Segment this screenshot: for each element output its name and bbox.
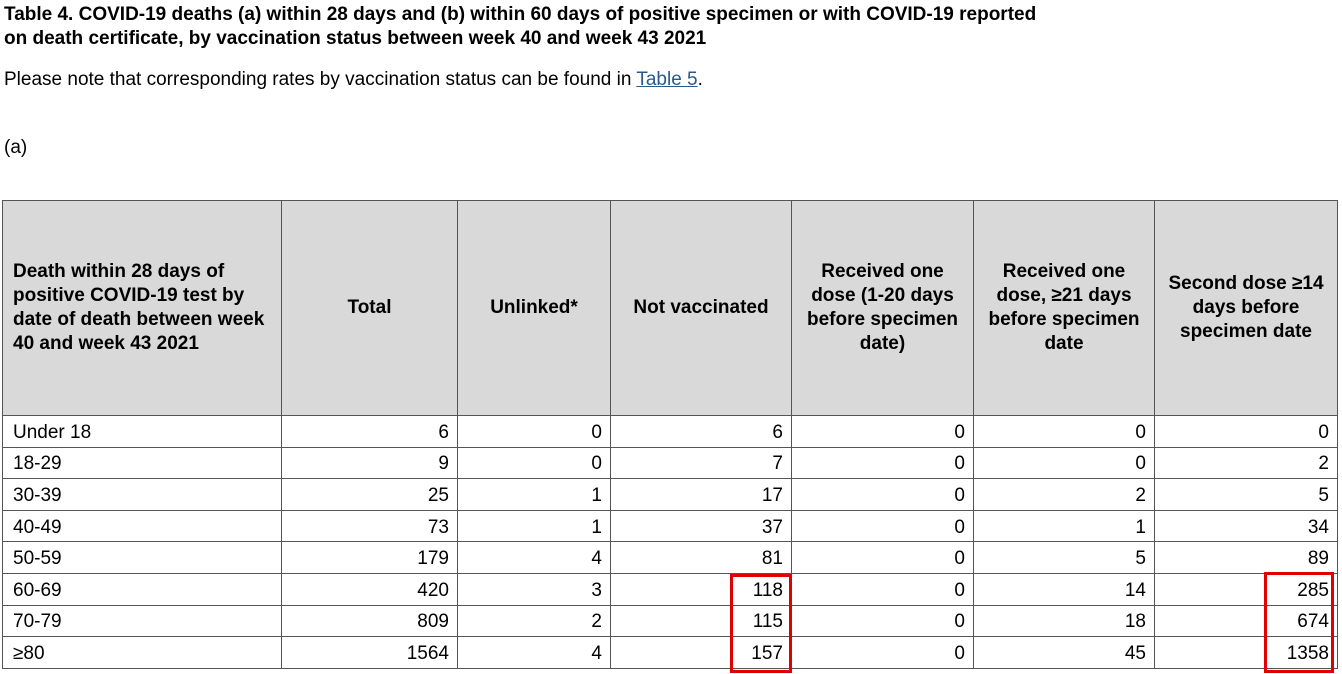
one-dose-21-days-cell: 18 [973,604,1155,638]
total-cell: 420 [281,572,458,606]
second-dose-cell: 0 [1154,415,1338,448]
one-dose-1-20-days-cell: 0 [791,572,974,606]
age-group-cell: 18-29 [2,446,282,480]
one-dose-21-days-cell: 1 [973,509,1155,543]
second-dose-cell: 2 [1154,446,1338,480]
table-row: 70-79 809 2 115 0 18 674 [2,604,1338,638]
one-dose-21-days-cell: 0 [973,415,1155,448]
unlinked-cell: 1 [457,509,611,543]
one-dose-21-days-cell: 5 [973,541,1155,574]
unlinked-cell: 2 [457,604,611,638]
total-cell: 25 [281,478,458,511]
total-cell: 73 [281,509,458,543]
not-vaccinated-cell: 37 [610,509,792,543]
age-group-cell: 50-59 [2,541,282,574]
unlinked-cell: 0 [457,446,611,480]
unlinked-cell: 4 [457,541,611,574]
column-header-one-dose-1-20-days: Received one dose (1-20 days before spec… [791,200,974,416]
age-group-cell: 70-79 [2,604,282,638]
column-header-unlinked: Unlinked* [457,200,611,416]
rates-note: Please note that corresponding rates by … [4,68,703,92]
one-dose-1-20-days-cell: 0 [791,541,974,574]
total-cell: 809 [281,604,458,638]
total-cell: 1564 [281,636,458,669]
total-cell: 179 [281,541,458,574]
one-dose-21-days-cell: 45 [973,636,1155,669]
table-body: Under 18 6 0 6 0 0 0 18-29 9 0 7 0 0 2 30-39 25 1 17 0 2 5 40… [2,415,1338,669]
one-dose-1-20-days-cell: 0 [791,509,974,543]
table-row: 30-39 25 1 17 0 2 5 [2,478,1338,511]
age-group-cell: 60-69 [2,572,282,606]
table-row: 50-59 179 4 81 0 5 89 [2,541,1338,574]
table-row: 60-69 420 3 118 0 14 285 [2,572,1338,606]
age-group-cell: 30-39 [2,478,282,511]
second-dose-cell: 34 [1154,509,1338,543]
column-header-one-dose-21-days: Received one dose, ≥21 days before speci… [973,200,1155,416]
column-header-total: Total [281,200,458,416]
column-header-not-vaccinated: Not vaccinated [610,200,792,416]
unlinked-cell: 4 [457,636,611,669]
table-row: Under 18 6 0 6 0 0 0 [2,415,1338,448]
column-header-second-dose: Second dose ≥14 days before specimen dat… [1154,200,1338,416]
rates-note-end: . [697,69,703,90]
second-dose-cell: 285 [1154,572,1338,606]
unlinked-cell: 0 [457,415,611,448]
second-dose-cell: 1358 [1154,636,1338,669]
table-title: Table 4. COVID-19 deaths (a) within 28 d… [4,3,1324,51]
not-vaccinated-cell: 81 [610,541,792,574]
age-group-cell: 40-49 [2,509,282,543]
age-group-cell: ≥80 [2,636,282,669]
one-dose-1-20-days-cell: 0 [791,636,974,669]
table-row: ≥80 1564 4 157 0 45 1358 [2,636,1338,669]
table-row: 18-29 9 0 7 0 0 2 [2,446,1338,480]
unlinked-cell: 1 [457,478,611,511]
column-header-age-group: Death within 28 days of positive COVID-1… [2,200,282,416]
rates-note-text: Please note that corresponding rates by … [4,69,637,90]
second-dose-cell: 89 [1154,541,1338,574]
not-vaccinated-cell: 7 [610,446,792,480]
total-cell: 6 [281,415,458,448]
table-title-line-2: on death certificate, by vaccination sta… [4,28,707,49]
not-vaccinated-cell: 118 [610,572,792,606]
one-dose-1-20-days-cell: 0 [791,478,974,511]
total-cell: 9 [281,446,458,480]
table-title-line-1: Table 4. COVID-19 deaths (a) within 28 d… [4,4,1037,25]
second-dose-cell: 674 [1154,604,1338,638]
table-5-link[interactable]: Table 5 [636,69,698,90]
table-header-row: Death within 28 days of positive COVID-1… [2,200,1338,416]
second-dose-cell: 5 [1154,478,1338,511]
not-vaccinated-cell: 115 [610,604,792,638]
one-dose-1-20-days-cell: 0 [791,415,974,448]
not-vaccinated-cell: 157 [610,636,792,669]
one-dose-21-days-cell: 2 [973,478,1155,511]
one-dose-21-days-cell: 0 [973,446,1155,480]
one-dose-1-20-days-cell: 0 [791,604,974,638]
section-label: (a) [4,137,28,158]
not-vaccinated-cell: 17 [610,478,792,511]
deaths-table: Death within 28 days of positive COVID-1… [2,200,1338,669]
not-vaccinated-cell: 6 [610,415,792,448]
unlinked-cell: 3 [457,572,611,606]
one-dose-21-days-cell: 14 [973,572,1155,606]
one-dose-1-20-days-cell: 0 [791,446,974,480]
age-group-cell: Under 18 [2,415,282,448]
table-row: 40-49 73 1 37 0 1 34 [2,509,1338,543]
